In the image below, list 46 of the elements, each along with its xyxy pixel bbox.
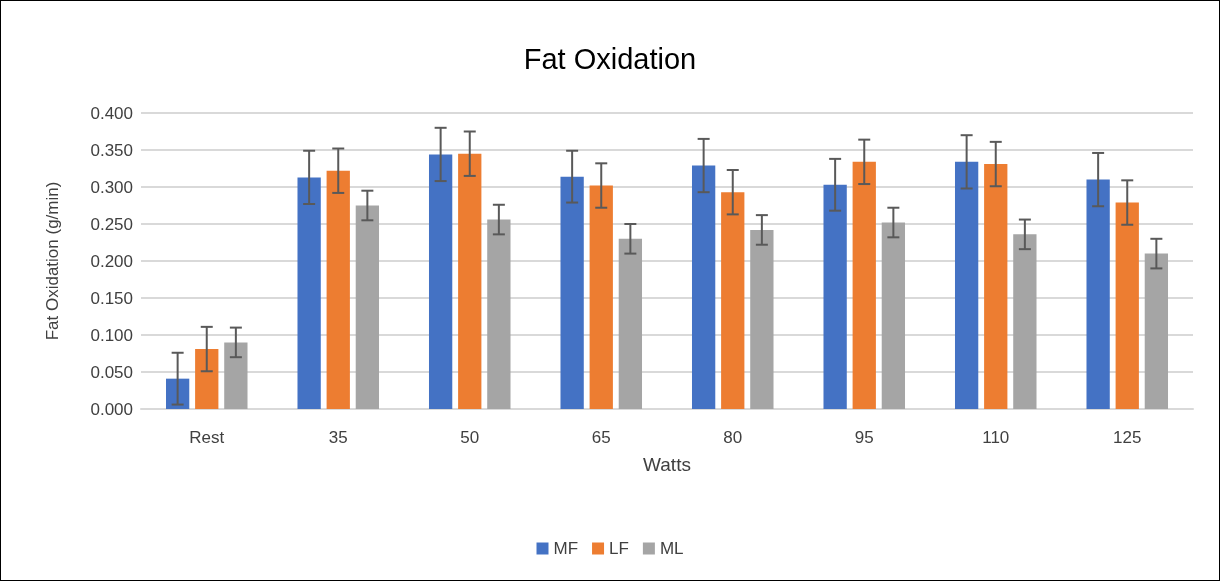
legend-label: MF [553,539,579,558]
x-tick-label: 50 [460,428,480,447]
bar [954,161,979,409]
bar [1144,253,1169,409]
x-tick-label: 110 [982,428,1010,447]
bar [1115,202,1139,409]
x-tick-label: Rest [189,428,225,447]
y-tick-label: 0.400 [90,103,133,123]
x-tick-label: 80 [723,428,743,447]
bar [691,165,716,409]
x-tick-label: 95 [854,428,874,447]
y-tick-label: 0.000 [90,399,133,419]
bar [487,219,511,409]
bar [326,170,350,409]
y-tick-label: 0.100 [90,325,133,345]
chart-title: Fat Oxidation [523,42,697,75]
legend-label: ML [659,539,684,558]
bar [823,184,847,409]
y-tick-label: 0.300 [90,177,133,197]
x-tick-label: 125 [1113,428,1142,447]
x-tick-label: 35 [328,428,348,447]
bar [297,177,321,409]
bar [458,153,482,409]
bar [355,205,380,409]
bar [984,164,1008,409]
y-tick-label: 0.250 [90,214,133,234]
bar [1086,179,1110,409]
legend-label: LF [609,539,629,558]
y-tick-label: 0.050 [90,362,133,382]
bar [589,185,613,409]
bar [560,176,584,409]
y-tick-label: 0.350 [90,140,133,160]
x-tick-label: 65 [591,428,611,447]
bar [721,192,745,409]
bar [618,238,643,409]
x-axis-title: Watts [643,454,691,475]
bar [195,349,219,409]
y-axis-title: Fat Oxidation (g/min) [43,181,62,341]
y-tick-label: 0.150 [90,288,133,308]
bar [224,342,248,409]
bar [428,154,453,409]
bar [1013,234,1037,409]
bar [750,229,774,409]
bar [852,161,876,409]
y-tick-label: 0.200 [90,251,133,271]
bar [881,222,906,409]
